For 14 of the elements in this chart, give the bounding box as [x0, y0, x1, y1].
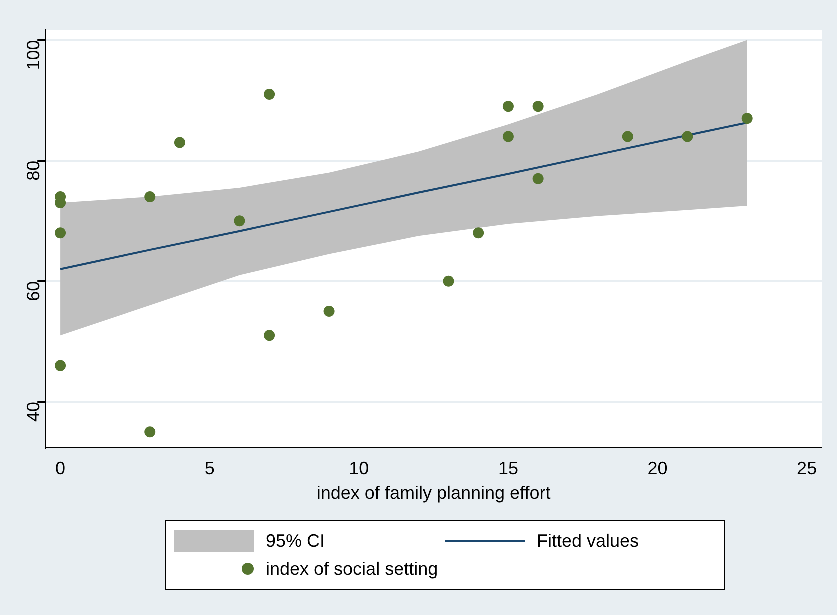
y-tick-label: 80 — [24, 160, 44, 181]
x-tick-label: 25 — [797, 458, 818, 479]
y-tick-label: 40 — [24, 402, 44, 422]
legend-label: Fitted values — [537, 530, 640, 552]
x-axis-title: index of family planning effort — [316, 483, 551, 504]
x-tick-label: 20 — [648, 458, 668, 479]
x-tick-label: 10 — [349, 458, 370, 479]
x-tick-label: 0 — [56, 458, 66, 479]
y-tick-label: 100 — [24, 40, 44, 70]
x-tick-label: 5 — [204, 458, 215, 479]
legend-label: index of social setting — [266, 558, 438, 580]
y-tick-label: 60 — [24, 281, 44, 302]
x-tick-label: 15 — [498, 458, 518, 479]
text: 95% CI — [266, 530, 326, 552]
